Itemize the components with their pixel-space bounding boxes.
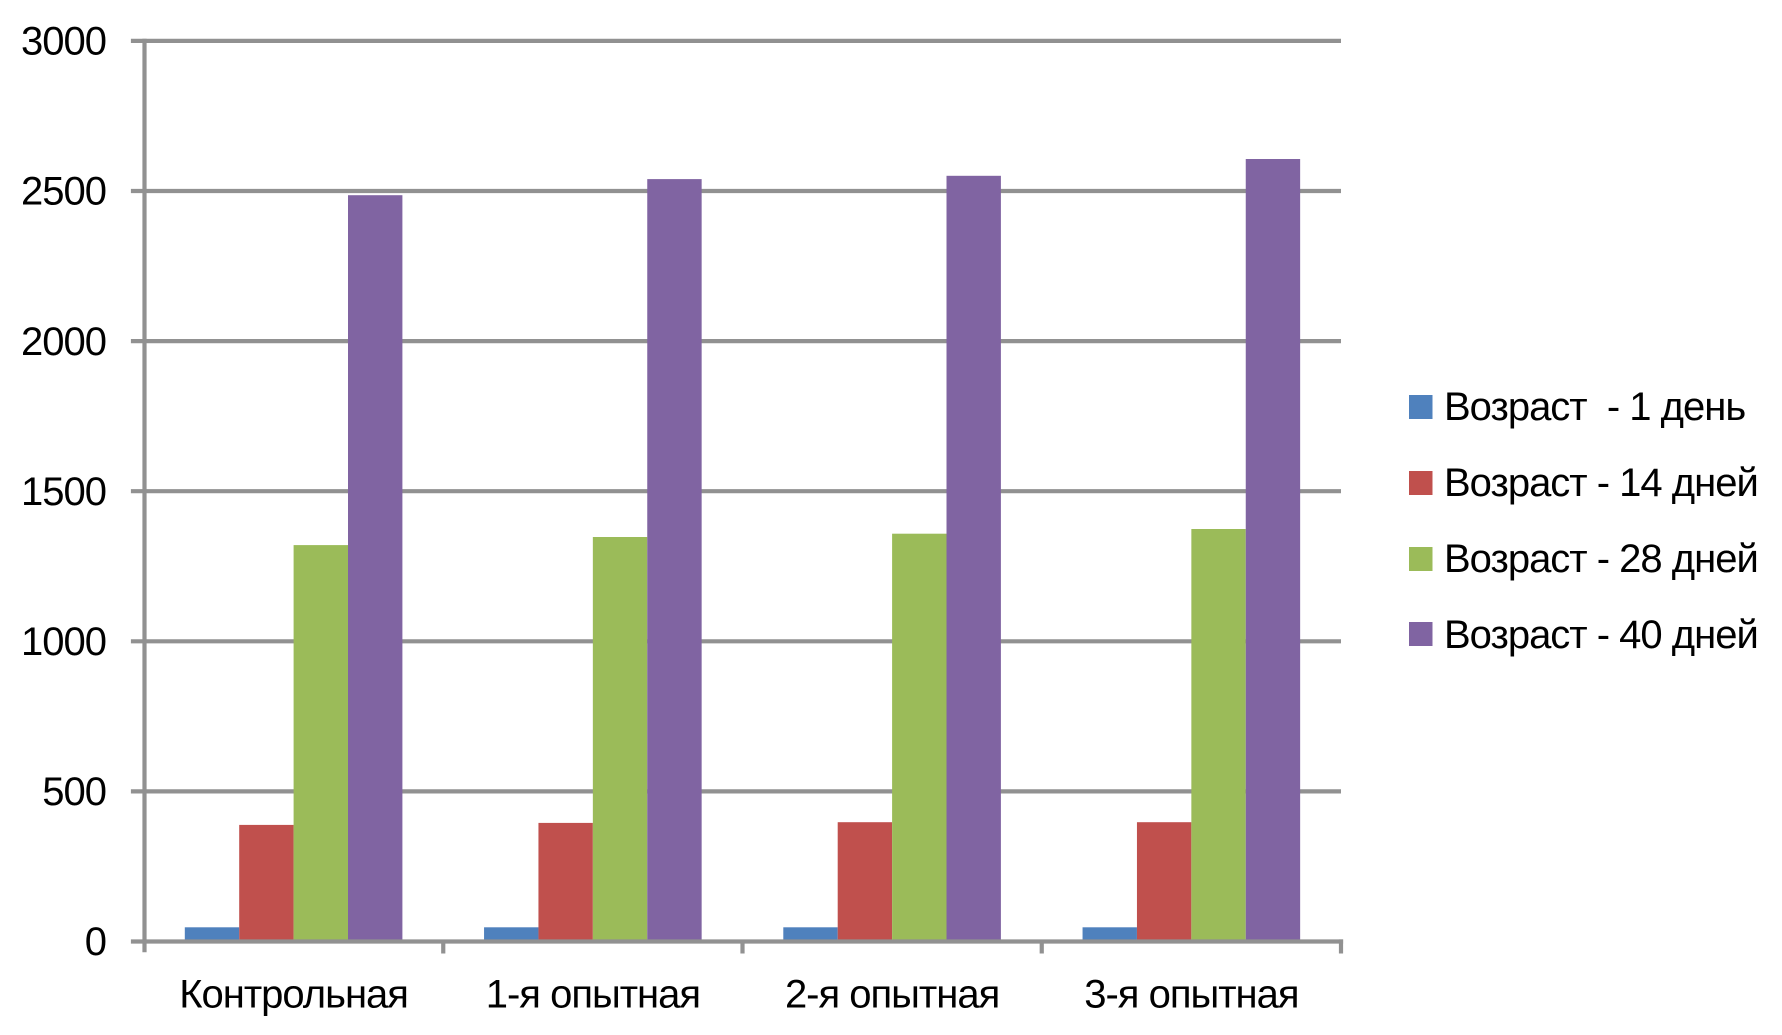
svg-text:Возраст - 28 дней: Возраст - 28 дней [1444, 537, 1758, 581]
svg-text:Возраст - 40 дней: Возраст - 40 дней [1444, 613, 1758, 657]
svg-text:1500: 1500 [21, 470, 106, 514]
svg-text:3000: 3000 [21, 20, 106, 64]
svg-text:1000: 1000 [21, 620, 106, 664]
svg-text:Контрольная: Контрольная [179, 973, 408, 1017]
svg-text:3-я опытная: 3-я опытная [1084, 973, 1298, 1017]
svg-text:2500: 2500 [21, 170, 106, 214]
svg-text:1-я опытная: 1-я опытная [486, 973, 700, 1017]
svg-text:500: 500 [42, 770, 106, 814]
svg-text:0: 0 [85, 920, 106, 964]
svg-text:Возраст - 14 дней: Возраст - 14 дней [1444, 461, 1758, 505]
svg-text:2000: 2000 [21, 320, 106, 364]
svg-text:Возраст - 1 день: Возраст - 1 день [1444, 385, 1745, 429]
svg-text:2-я опытная: 2-я опытная [785, 973, 999, 1017]
